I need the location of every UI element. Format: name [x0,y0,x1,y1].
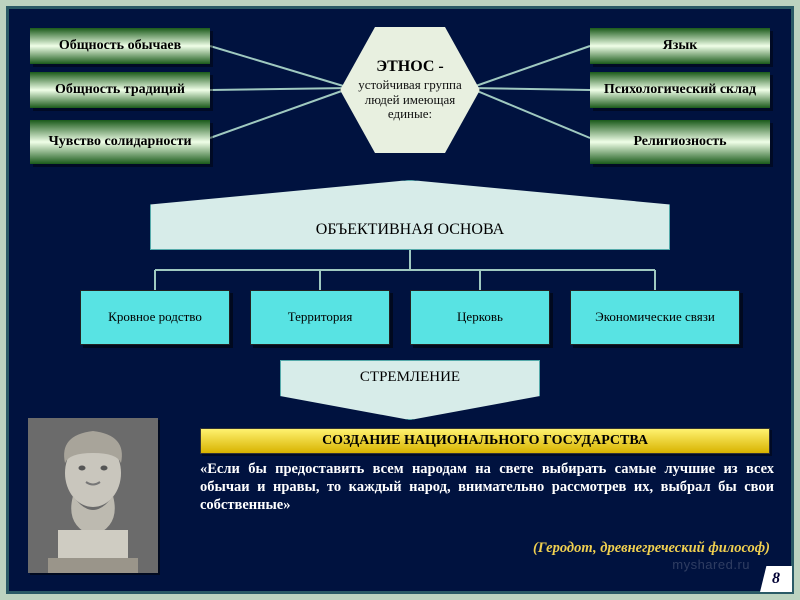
slide-canvas: Общность обычаев Общность традиций Чувст… [10,10,790,590]
basis-item-3: Экономические связи [570,290,740,345]
basis-item-2: Церковь [410,290,550,345]
quote-attribution: (Геродот, древнегреческий философ) [200,540,770,557]
page-number: 8 [760,566,792,592]
basis-item-1: Территория [250,290,390,345]
attribute-box-right-1: Психологический склад [590,72,770,108]
watermark: myshared.ru [672,557,750,572]
goal-bar: СОЗДАНИЕ НАЦИОНАЛЬНОГО ГОСУДАРСТВА [200,428,770,454]
hex-subtitle: устойчивая группа людей имеющая единые: [353,78,467,123]
goal-label: СОЗДАНИЕ НАЦИОНАЛЬНОГО ГОСУДАРСТВА [322,433,648,449]
aspiration-label: СТРЕМЛЕНИЕ [360,369,460,386]
ethnos-hexagon: ЭТНОС - устойчивая группа людей имеющая … [340,20,480,160]
herodotus-portrait [28,418,158,573]
attribute-box-right-0: Язык [590,28,770,64]
attribute-box-right-2: Религиозность [590,120,770,164]
basis-item-0: Кровное родство [80,290,230,345]
attribute-box-left-1: Общность традиций [30,72,210,108]
attribute-box-left-0: Общность обычаев [30,28,210,64]
aspiration-box: СТРЕМЛЕНИЕ [280,360,540,420]
quote-text: «Если бы предоставить всем народам на св… [200,460,774,514]
attribute-box-left-2: Чувство солидарности [30,120,210,164]
hex-title: ЭТНОС - [376,58,444,76]
objective-basis-box: ОБЪЕКТИВНАЯ ОСНОВА [150,180,670,250]
objective-basis-label: ОБЪЕКТИВНАЯ ОСНОВА [316,221,504,239]
slide-frame: Общность обычаев Общность традиций Чувст… [0,0,800,600]
